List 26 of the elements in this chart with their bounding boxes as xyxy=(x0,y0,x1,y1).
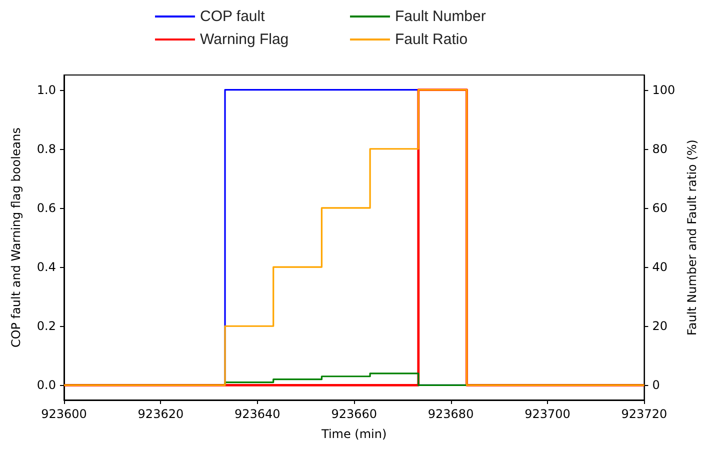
y-tick-label: 0.0 xyxy=(36,378,56,392)
y-tick-label: 0.8 xyxy=(36,142,56,156)
y-tick-label: 1.0 xyxy=(36,82,56,97)
x-tick-label: 923600 xyxy=(41,407,87,421)
y2-tick-label: 100 xyxy=(652,82,676,97)
y2-tick-label: 40 xyxy=(652,260,668,274)
legend-label: Fault Ratio xyxy=(395,31,468,48)
y-tick-label: 0.4 xyxy=(36,260,56,274)
y-axis-title: COP fault and Warning flag booleans xyxy=(9,127,23,348)
y2-tick-label: 80 xyxy=(652,142,668,156)
x-tick-label: 923680 xyxy=(428,407,474,421)
x-axis-title: Time (min) xyxy=(320,427,387,441)
y2-tick-label: 0 xyxy=(652,378,660,392)
legend-label: Fault Number xyxy=(395,8,486,25)
x-tick-label: 923660 xyxy=(331,407,378,421)
y2-tick-label: 60 xyxy=(652,200,668,215)
y2-axis-title: Fault Number and Fault ratio (%) xyxy=(685,140,699,336)
y2-tick-label: 20 xyxy=(652,319,668,334)
x-tick-label: 923700 xyxy=(524,407,570,421)
y-tick-label: 0.2 xyxy=(36,319,56,334)
y-tick-label: 0.6 xyxy=(36,200,56,215)
legend-label: Warning Flag xyxy=(200,31,289,48)
x-tick-label: 923640 xyxy=(234,407,280,421)
x-tick-label: 923720 xyxy=(621,407,668,421)
x-tick-label: 923620 xyxy=(138,407,184,421)
legend-label: COP fault xyxy=(200,8,266,25)
